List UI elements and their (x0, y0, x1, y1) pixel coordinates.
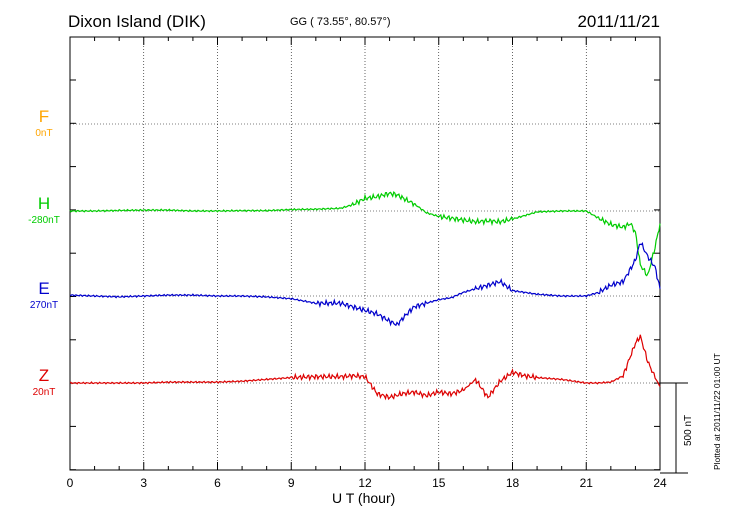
x-tick-label: 15 (432, 476, 446, 490)
component-label-e: E 270nT (14, 279, 74, 311)
component-baseline: 20nT (32, 387, 56, 398)
component-label-z: Z 20nT (14, 366, 74, 398)
component-baseline: -280nT (28, 215, 60, 226)
component-baseline: 0nT (35, 128, 53, 139)
component-name: H (37, 194, 51, 213)
plotted-timestamp: Plotted at 2011/11/22 01:00 UT (712, 353, 722, 470)
axis-ticks: 0 3 6 9 12 15 18 21 24 (67, 37, 667, 490)
component-name: E (38, 279, 50, 298)
series-lines (69, 190, 661, 401)
x-tick-label: 24 (653, 476, 667, 490)
grid-lines (70, 37, 660, 470)
x-tick-label: 21 (580, 476, 594, 490)
component-label-h: H -280nT (14, 194, 74, 226)
series-line-z (69, 334, 661, 401)
x-axis-label: U T (hour) (332, 490, 396, 506)
station-title: Dixon Island (DIK) (68, 12, 206, 31)
x-tick-label: 18 (506, 476, 520, 490)
component-baseline: 270nT (29, 300, 59, 311)
component-name: F (38, 107, 50, 126)
scale-bar (660, 382, 688, 474)
x-tick-label: 0 (67, 476, 74, 490)
date-label: 2011/11/21 (577, 12, 660, 31)
series-line-e (69, 242, 661, 327)
component-label-f: F 0nT (14, 107, 74, 139)
x-tick-label: 9 (288, 476, 295, 490)
x-tick-label: 6 (214, 476, 221, 490)
series-line-h (69, 190, 661, 277)
component-name: Z (38, 366, 50, 385)
x-tick-label: 12 (358, 476, 372, 490)
x-tick-label: 3 (140, 476, 147, 490)
coordinates-label: GG ( 73.55°, 80.57°) (290, 16, 391, 28)
scale-bar-label: 500 nT (683, 414, 694, 446)
